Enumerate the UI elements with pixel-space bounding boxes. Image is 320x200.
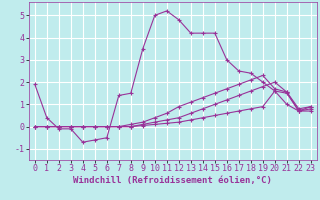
X-axis label: Windchill (Refroidissement éolien,°C): Windchill (Refroidissement éolien,°C): [73, 176, 272, 185]
